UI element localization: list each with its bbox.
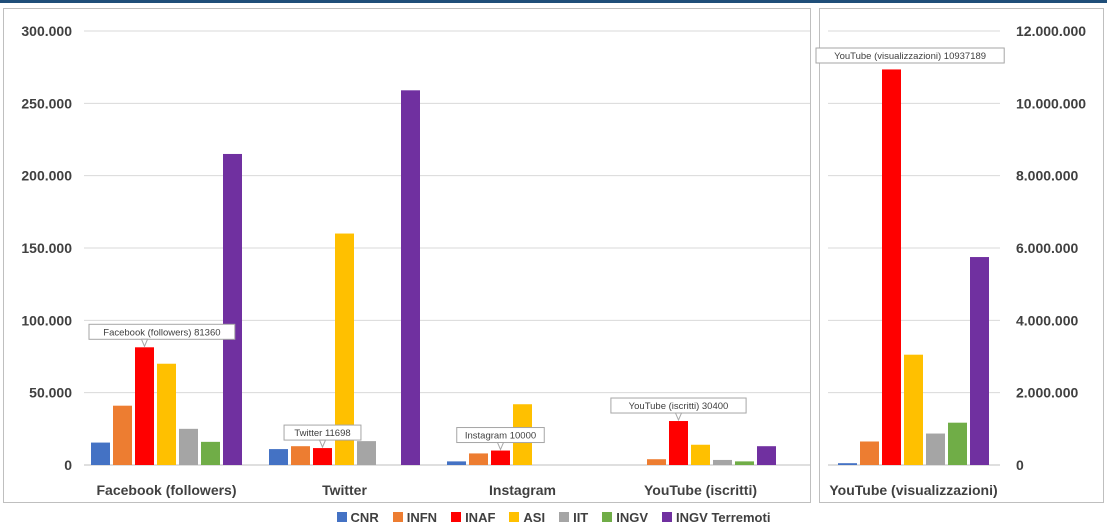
bar-ingv-terremoti-twitter [401,90,420,466]
y-tick-label: 4.000.000 [1016,312,1078,328]
legend-item-inaf: INAF [451,510,495,525]
data-callout-label: Facebook (followers) 81360 [103,327,220,338]
left-chart-frame [3,8,811,503]
data-callout-box [815,47,1005,64]
legend-item-asi: ASI [509,510,545,525]
data-callout-pointer [140,338,149,348]
legend-item-ingv-terremoti: INGV Terremoti [662,510,770,525]
data-callout-pointer [674,412,683,422]
bar-cnr-facebook-followers [91,442,110,465]
y-tick-label: 100.000 [21,312,72,328]
y-tick-label: 150.000 [21,240,72,256]
data-callout-pointer [496,442,505,451]
bar-ingv-youtube-iscritti [735,461,754,465]
bar-inaf-youtube-visualizzazioni [882,69,901,466]
bar-infn-twitter [291,446,310,465]
legend-label: CNR [350,509,379,525]
legend-swatch [559,512,570,522]
bar-infn-youtube-visualizzazioni [860,441,879,465]
chart-legend: CNR INFN INAF ASI IIT INGV INGV Terremoti [0,506,1107,528]
legend-swatch [662,512,673,522]
legend-swatch [336,512,347,522]
legend-swatch [602,512,613,522]
y-tick-label: 6.000.000 [1016,240,1078,256]
bar-ingv-terremoti-youtube-iscritti [757,446,776,465]
bar-cnr-instagram [447,461,466,465]
bar-iit-youtube-iscritti [713,459,732,465]
bar-infn-instagram [469,453,488,465]
legend-swatch [509,512,520,522]
bar-ingv-terremoti-youtube-visualizzazioni [970,257,989,465]
y-tick-label: 250.000 [21,95,72,111]
y-tick-label: 2.000.000 [1016,385,1078,401]
legend-item-infn: INFN [392,509,438,525]
legend-label: INFN [406,509,438,525]
data-callout-label: YouTube (iscritti) 30400 [629,401,729,412]
bar-cnr-youtube-visualizzazioni [838,463,857,465]
bar-infn-facebook-followers [113,405,132,465]
legend-label: INGV Terremoti [676,509,771,525]
bar-chart: 0 50.000 100.000 150.000 200.000 250.000 300.0… [21,23,1086,498]
top-accent-bar [0,0,1107,3]
legend-swatch [392,512,403,522]
legend-label: ASI [523,509,546,525]
y-tick-label: 0 [1016,457,1024,473]
data-callout-label: YouTube (visualizzazioni) 10937189 [834,51,986,62]
data-callout-pointer [318,439,327,449]
category-label: Instagram [489,482,556,498]
category-label: YouTube (iscritti) [644,482,757,498]
bar-asi-youtube-iscritti [691,444,710,465]
legend-label: INGV [616,509,649,525]
legend-label: INAF [465,509,496,525]
y-tick-label: 10.000.000 [1016,95,1086,111]
bar-ingv-youtube-visualizzazioni [948,422,967,465]
legend-swatch [451,512,462,522]
category-label: YouTube (visualizzazioni) [829,482,997,498]
data-callout-label: Instagram 10000 [465,431,536,442]
bar-cnr-twitter [269,449,288,465]
category-label: Twitter [322,482,367,498]
bar-inaf-twitter [313,448,332,465]
legend-item-iit: IIT [559,510,588,525]
y-tick-label: 50.000 [29,385,72,401]
y-tick-label: 300.000 [21,23,72,39]
legend-item-ingv: INGV [602,510,648,525]
bar-inaf-facebook-followers [135,347,154,465]
y-tick-label: 12.000.000 [1016,23,1086,39]
bar-iit-facebook-followers [179,428,198,465]
bar-iit-youtube-visualizzazioni [926,433,945,465]
data-callout-label: Twitter 11698 [294,428,350,439]
bar-ingv-facebook-followers [201,441,220,465]
bar-ingv-terremoti-facebook-followers [223,153,242,465]
bar-asi-facebook-followers [157,363,176,465]
y-tick-label: 0 [64,457,72,473]
bar-asi-youtube-visualizzazioni [904,354,923,465]
category-label: Facebook (followers) [96,482,236,498]
data-callout-box [88,323,236,340]
y-tick-label: 8.000.000 [1016,168,1078,184]
legend-label: IIT [573,509,589,525]
bar-infn-youtube-iscritti [647,459,666,465]
bar-inaf-instagram [491,450,510,465]
bar-inaf-youtube-iscritti [669,421,688,465]
y-tick-label: 200.000 [21,168,72,184]
bar-asi-twitter [335,233,354,465]
bar-iit-twitter [357,441,376,465]
right-chart-frame [819,8,1104,503]
legend-item-cnr: CNR [336,509,379,525]
